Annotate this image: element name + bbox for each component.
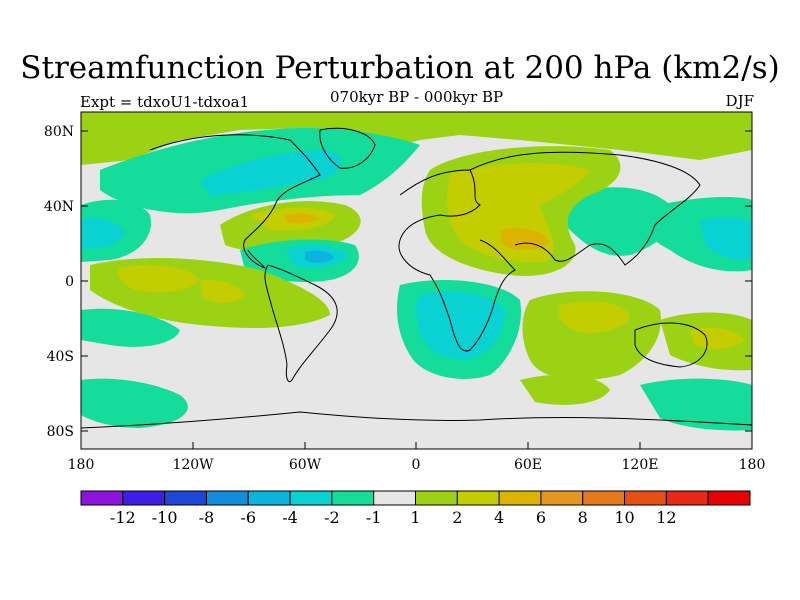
contour-africa-negative-core xyxy=(415,291,505,360)
lon-label: 120W xyxy=(172,457,214,473)
colorbar-label: -1 xyxy=(366,508,382,527)
contour-southern-ocean-mid xyxy=(520,374,610,405)
colorbar-label: -4 xyxy=(282,508,298,527)
australia-outline xyxy=(634,322,708,368)
colorbar: -12 -10 -8 -6 -4 -2 -1 1 2 4 6 8 10 12 xyxy=(80,490,751,527)
colorbar-swatch xyxy=(289,490,333,506)
colorbar-label: 4 xyxy=(494,508,504,527)
contour-arctic-positive xyxy=(81,112,752,165)
coastlines xyxy=(81,127,752,429)
colorbar-swatch xyxy=(582,490,626,506)
colorbar-label: 8 xyxy=(578,508,588,527)
colorbar-label: -12 xyxy=(110,508,136,527)
contour-epacific-negative-core xyxy=(700,217,752,261)
colorbar-swatch xyxy=(205,490,249,506)
greenland-outline xyxy=(319,127,376,169)
lon-label: 0 xyxy=(412,457,421,473)
lon-label: 60E xyxy=(514,457,542,473)
colorbar-swatch xyxy=(122,490,166,506)
antarctica-outline xyxy=(81,411,752,429)
lon-label: 120E xyxy=(622,457,659,473)
europe-africa-outline xyxy=(398,169,516,352)
north-america-outline xyxy=(149,134,321,269)
contour-tropical-positive-core2 xyxy=(200,279,245,303)
colorbar-swatch xyxy=(373,490,416,506)
lon-label: 180 xyxy=(68,457,95,473)
colorbar-label: 12 xyxy=(656,508,676,527)
lon-label: 60W xyxy=(289,457,322,473)
colorbar-swatch xyxy=(415,490,458,506)
colorbar-label: -2 xyxy=(324,508,340,527)
lon-label: 180 xyxy=(739,457,766,473)
lat-label: 40S xyxy=(47,349,74,365)
colorbar-label: 6 xyxy=(536,508,546,527)
contour-npacific-negative-core xyxy=(81,218,125,249)
contour-spacific-negative xyxy=(81,308,180,347)
colorbar-label: -8 xyxy=(199,508,215,527)
contour-north-negative-core xyxy=(200,150,341,195)
contour-southern-ocean xyxy=(81,378,188,428)
colorbar-swatch xyxy=(665,490,709,506)
contour-indian-positive-core xyxy=(558,301,630,333)
contour-atlantic-positive-max xyxy=(285,213,318,224)
colorbar-swatch xyxy=(624,490,667,506)
season-label: DJF xyxy=(725,92,754,110)
contour-southern-ocean-east xyxy=(640,378,752,431)
south-america-outline xyxy=(264,264,338,383)
colorbar-swatch xyxy=(331,490,375,506)
lon-axis: 180 120W 60W 0 60E 120E 180 xyxy=(68,442,766,473)
period-label: 070kyr BP - 000kyr BP xyxy=(330,88,504,106)
colorbar-label: 10 xyxy=(614,508,634,527)
colorbar-swatch xyxy=(247,490,291,506)
colorbar-swatch xyxy=(498,490,542,506)
colorbar-label: 2 xyxy=(452,508,462,527)
colorbar-label: -6 xyxy=(240,508,256,527)
colorbar-label: 1 xyxy=(410,508,420,527)
lat-label: 0 xyxy=(65,274,74,290)
contour-wpacific-negative xyxy=(560,187,673,256)
contour-caribbean-negative-max xyxy=(305,250,334,263)
chart-title: Streamfunction Perturbation at 200 hPa (… xyxy=(20,50,780,86)
colorbar-swatch xyxy=(456,490,500,506)
contour-tropical-positive-core xyxy=(118,265,200,293)
colorbar-swatch xyxy=(80,490,124,506)
contour-arabia-positive-max xyxy=(500,228,550,250)
contour-austr-positive-core xyxy=(690,327,745,350)
contour-fields xyxy=(81,112,752,431)
asia-outline xyxy=(469,151,701,266)
contour-eurasia-positive-core xyxy=(447,163,590,263)
colorbar-label: -10 xyxy=(152,508,178,527)
lat-label: 40N xyxy=(44,199,74,215)
lat-label: 80S xyxy=(47,424,74,440)
lat-label: 80N xyxy=(44,124,74,140)
colorbar-swatch xyxy=(164,490,207,506)
colorbar-swatch xyxy=(707,490,751,506)
colorbar-swatch xyxy=(540,490,584,506)
lat-axis: 80N 40N 0 40S 80S xyxy=(44,124,752,440)
experiment-label: Expt = tdxoU1-tdxoa1 xyxy=(80,93,250,111)
